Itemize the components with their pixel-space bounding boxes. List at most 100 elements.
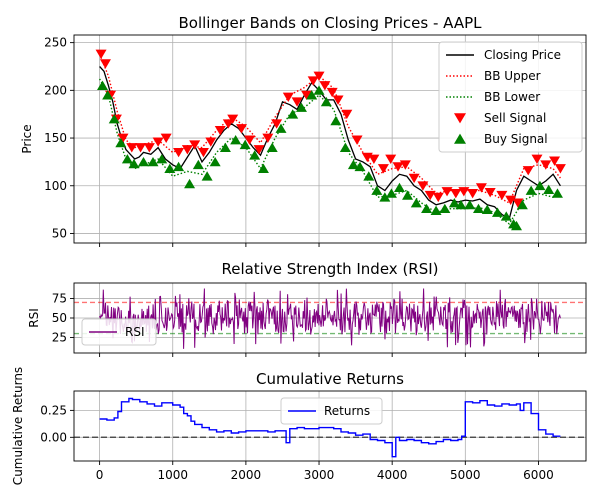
returns-line [99,397,561,458]
sell-signal-marker [368,154,380,164]
sell-signal-marker [143,143,155,153]
buy-signal-marker [295,102,307,112]
price-legend-label: Sell Signal [484,111,546,125]
returns-legend-label: Returns [324,404,370,418]
price-y-tick-label: 200 [44,83,67,97]
sell-signal-marker [253,145,265,155]
buy-signal-marker [402,190,414,200]
buy-signal-marker [543,184,555,194]
buy-signal-marker [239,139,251,150]
buy-signal-marker [257,163,269,173]
sell-signal-marker [512,198,524,208]
returns-x-tick-label: 0 [96,468,104,482]
rsi-y-tick-label: 75 [52,292,67,306]
price-y-tick-label: 100 [44,179,67,193]
sell-signal-marker [222,119,234,129]
buy-signal-marker [137,156,149,167]
rsi-panel: Relative Strength Index (RSI) 25 50 75 RSI… [27,260,587,357]
sell-signal-marker [496,190,508,201]
sell-signal-marker [441,187,453,197]
returns-y-tick-label: 0.00 [40,430,67,444]
buy-signal-marker [266,142,278,152]
sell-signal-marker [197,147,209,158]
sell-signal-marker [424,190,436,201]
sell-signal-marker [450,188,462,199]
sell-signal-marker [531,154,543,164]
returns-x-tick-label: 4000 [377,468,408,482]
sell-signal-marker [205,137,217,147]
sell-signal-marker [235,124,247,134]
returns-x-tick-label: 1000 [157,468,188,482]
sell-signal-marker [467,188,479,199]
sell-signal-marker [392,162,404,172]
buy-signal-marker [511,220,523,231]
sell-signal-marker [152,137,164,147]
buy-signal-marker [147,156,159,167]
rsi-legend: RSI [81,318,157,346]
sell-signal-marker [351,135,363,145]
rsi-line [99,288,561,349]
rsi-legend-box [81,318,157,346]
sell-signal-marker [475,183,487,193]
buy-signal-marker [525,185,537,195]
buy-signal-marker [347,159,359,170]
buy-signal-marker [128,158,140,169]
sell-signal-marker [282,92,294,102]
sell-signal-marker [332,95,344,105]
sell-signal-marker [307,76,319,86]
sell-signal-marker [399,160,411,170]
buy-signal-legend-marker [454,133,466,144]
buy-signal-marker [115,137,127,148]
buy-signal-marker [430,205,442,215]
buy-signal-marker [464,199,476,210]
sell-signal-marker [377,164,389,174]
buy-signal-marker [330,115,342,126]
price-legend: Closing Price BB Upper BB Lower Sell Signal… [438,41,583,153]
price-y-tick-label: 50 [52,226,67,240]
sell-signal-marker [117,133,129,143]
price-y-axis-label: Price [20,124,34,153]
sell-signal-marker [505,195,517,206]
sell-signal-marker [554,164,566,174]
sell-signal-marker [301,90,313,101]
buy-signal-marker [287,109,299,119]
sell-signal-marker [484,188,496,198]
buy-signal-marker [320,96,332,107]
returns-legend: Returns [280,397,383,425]
price-legend-label: BB Upper [484,69,541,83]
buy-signal-marker [306,90,318,100]
buy-signal-marker [421,203,433,214]
price-legend-label: Buy Signal [484,132,548,146]
buy-signal-marker [164,163,176,173]
returns-y-axis-label: Cumulative Returns [11,367,25,485]
sell-signal-marker [522,166,534,176]
buy-signal-marker [481,204,493,215]
returns-chart-title: Cumulative Returns [256,370,404,388]
buy-signal-marker [209,156,221,167]
returns-x-tick-label: 3000 [304,468,335,482]
sell-signal-marker [135,143,147,153]
sell-signal-marker [326,87,338,98]
returns-panel: Cumulative Returns 0 1000 2000 3000 4000 5000… [11,367,587,485]
buy-signal-marker [410,197,422,208]
rsi-y-tick-label: 50 [52,311,67,325]
buy-signal-marker [249,150,261,160]
returns-x-tick-label: 2000 [231,468,262,482]
buy-signal-marker [108,114,120,124]
sell-signal-marker [160,133,172,143]
sell-signal-marker [214,126,226,136]
buy-signal-marker [534,180,546,191]
returns-y-tick-label: 0.25 [40,403,67,417]
price-y-tick-label: 250 [44,36,67,50]
buy-signal-marker [102,90,114,100]
sell-signal-marker [291,97,303,107]
sell-signal-marker [540,160,552,170]
buy-signal-marker [393,182,405,193]
returns-x-tick-label: 6000 [523,468,554,482]
rsi-y-tick-label: 25 [52,330,67,344]
sell-signal-marker [95,49,107,60]
sell-signal-marker [181,145,193,155]
buy-signal-marker [97,80,109,90]
buy-signal-marker [184,178,196,189]
